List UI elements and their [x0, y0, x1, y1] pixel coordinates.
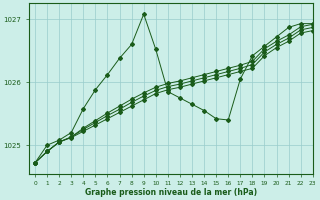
X-axis label: Graphe pression niveau de la mer (hPa): Graphe pression niveau de la mer (hPa) — [85, 188, 257, 197]
